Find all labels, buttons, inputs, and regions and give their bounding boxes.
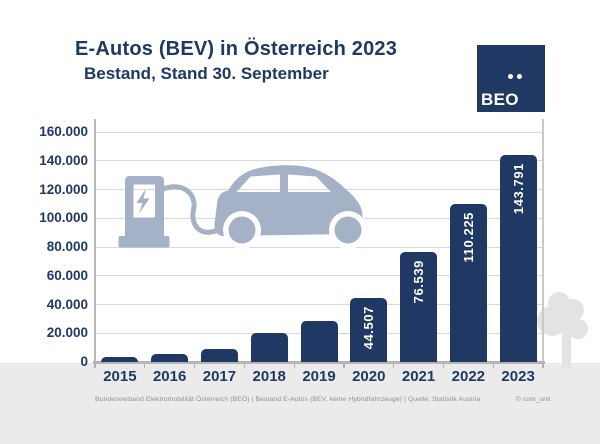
page-subtitle: Bestand, Stand 30. September xyxy=(84,64,329,83)
copyright: © com_unit xyxy=(516,396,551,403)
y-tick-label: 20.000 xyxy=(46,325,88,341)
bar-value-label: 76.539 xyxy=(411,259,427,304)
gridline xyxy=(95,131,543,133)
x-axis-line xyxy=(93,360,545,364)
gridline xyxy=(95,189,543,190)
x-axis-tick xyxy=(293,363,295,368)
gridline xyxy=(95,304,543,305)
x-axis-tick xyxy=(393,363,395,368)
x-axis-tick xyxy=(193,363,196,368)
bar-2020 xyxy=(350,298,388,362)
bar-value-label: 110.225 xyxy=(460,211,476,263)
y-tick-label: 40.000 xyxy=(46,296,88,312)
source-credit: Bundesverband Elektromobilität Österreic… xyxy=(95,396,481,403)
x-axis-tick xyxy=(492,363,494,368)
x-axis-tick xyxy=(144,363,146,368)
logo-umlaut-dots xyxy=(508,74,522,79)
bar-2017 xyxy=(200,349,238,362)
bottom-strip xyxy=(0,363,600,444)
bar-2015 xyxy=(101,357,139,362)
bar-value-label: 44.507 xyxy=(361,306,377,350)
y-tick-label: 100.000 xyxy=(39,210,88,226)
x-tick-label: 2019 xyxy=(302,368,336,385)
y-tick-label: 0 xyxy=(80,354,88,369)
x-tick-label: 2021 xyxy=(401,368,436,385)
bar-value-label: 143.791 xyxy=(510,163,526,215)
beo-logo: BEO xyxy=(477,45,545,112)
x-axis-tick xyxy=(243,363,246,368)
x-tick-label: 2023 xyxy=(501,368,535,385)
bar-2021 xyxy=(400,251,438,362)
bar-2019 xyxy=(300,321,338,362)
x-tick-label: 2022 xyxy=(451,368,486,385)
chart-header: E-Autos (BEV) in Österreich 2023 Bestand… xyxy=(75,38,397,83)
x-tick-label: 2020 xyxy=(352,368,386,385)
bar-2018 xyxy=(250,332,288,362)
y-tick-label: 80.000 xyxy=(46,239,88,254)
y-tick-label: 120.000 xyxy=(39,181,88,197)
plot-right-border xyxy=(542,119,544,362)
gridline xyxy=(95,160,543,162)
x-axis-tick xyxy=(542,363,544,368)
bar-2016 xyxy=(151,354,189,362)
x-axis-tick xyxy=(343,363,345,368)
gridline xyxy=(95,275,543,277)
x-axis-tick xyxy=(442,363,445,368)
x-axis-tick xyxy=(94,363,96,368)
bar-2022 xyxy=(449,203,487,362)
bar-2023 xyxy=(499,155,537,362)
y-tick-label: 60.000 xyxy=(46,267,88,283)
y-tick-label: 140.000 xyxy=(39,152,88,168)
page-title: E-Autos (BEV) in Österreich 2023 xyxy=(75,38,398,60)
y-tick-label: 160.000 xyxy=(39,124,88,139)
y-axis-line xyxy=(94,119,96,362)
x-tick-label: 2018 xyxy=(252,368,286,385)
x-tick-label: 2015 xyxy=(103,368,137,385)
gridline xyxy=(95,246,543,248)
logo-text: BEO xyxy=(481,90,519,109)
x-tick-label: 2016 xyxy=(152,368,187,385)
x-tick-label: 2017 xyxy=(202,368,237,385)
